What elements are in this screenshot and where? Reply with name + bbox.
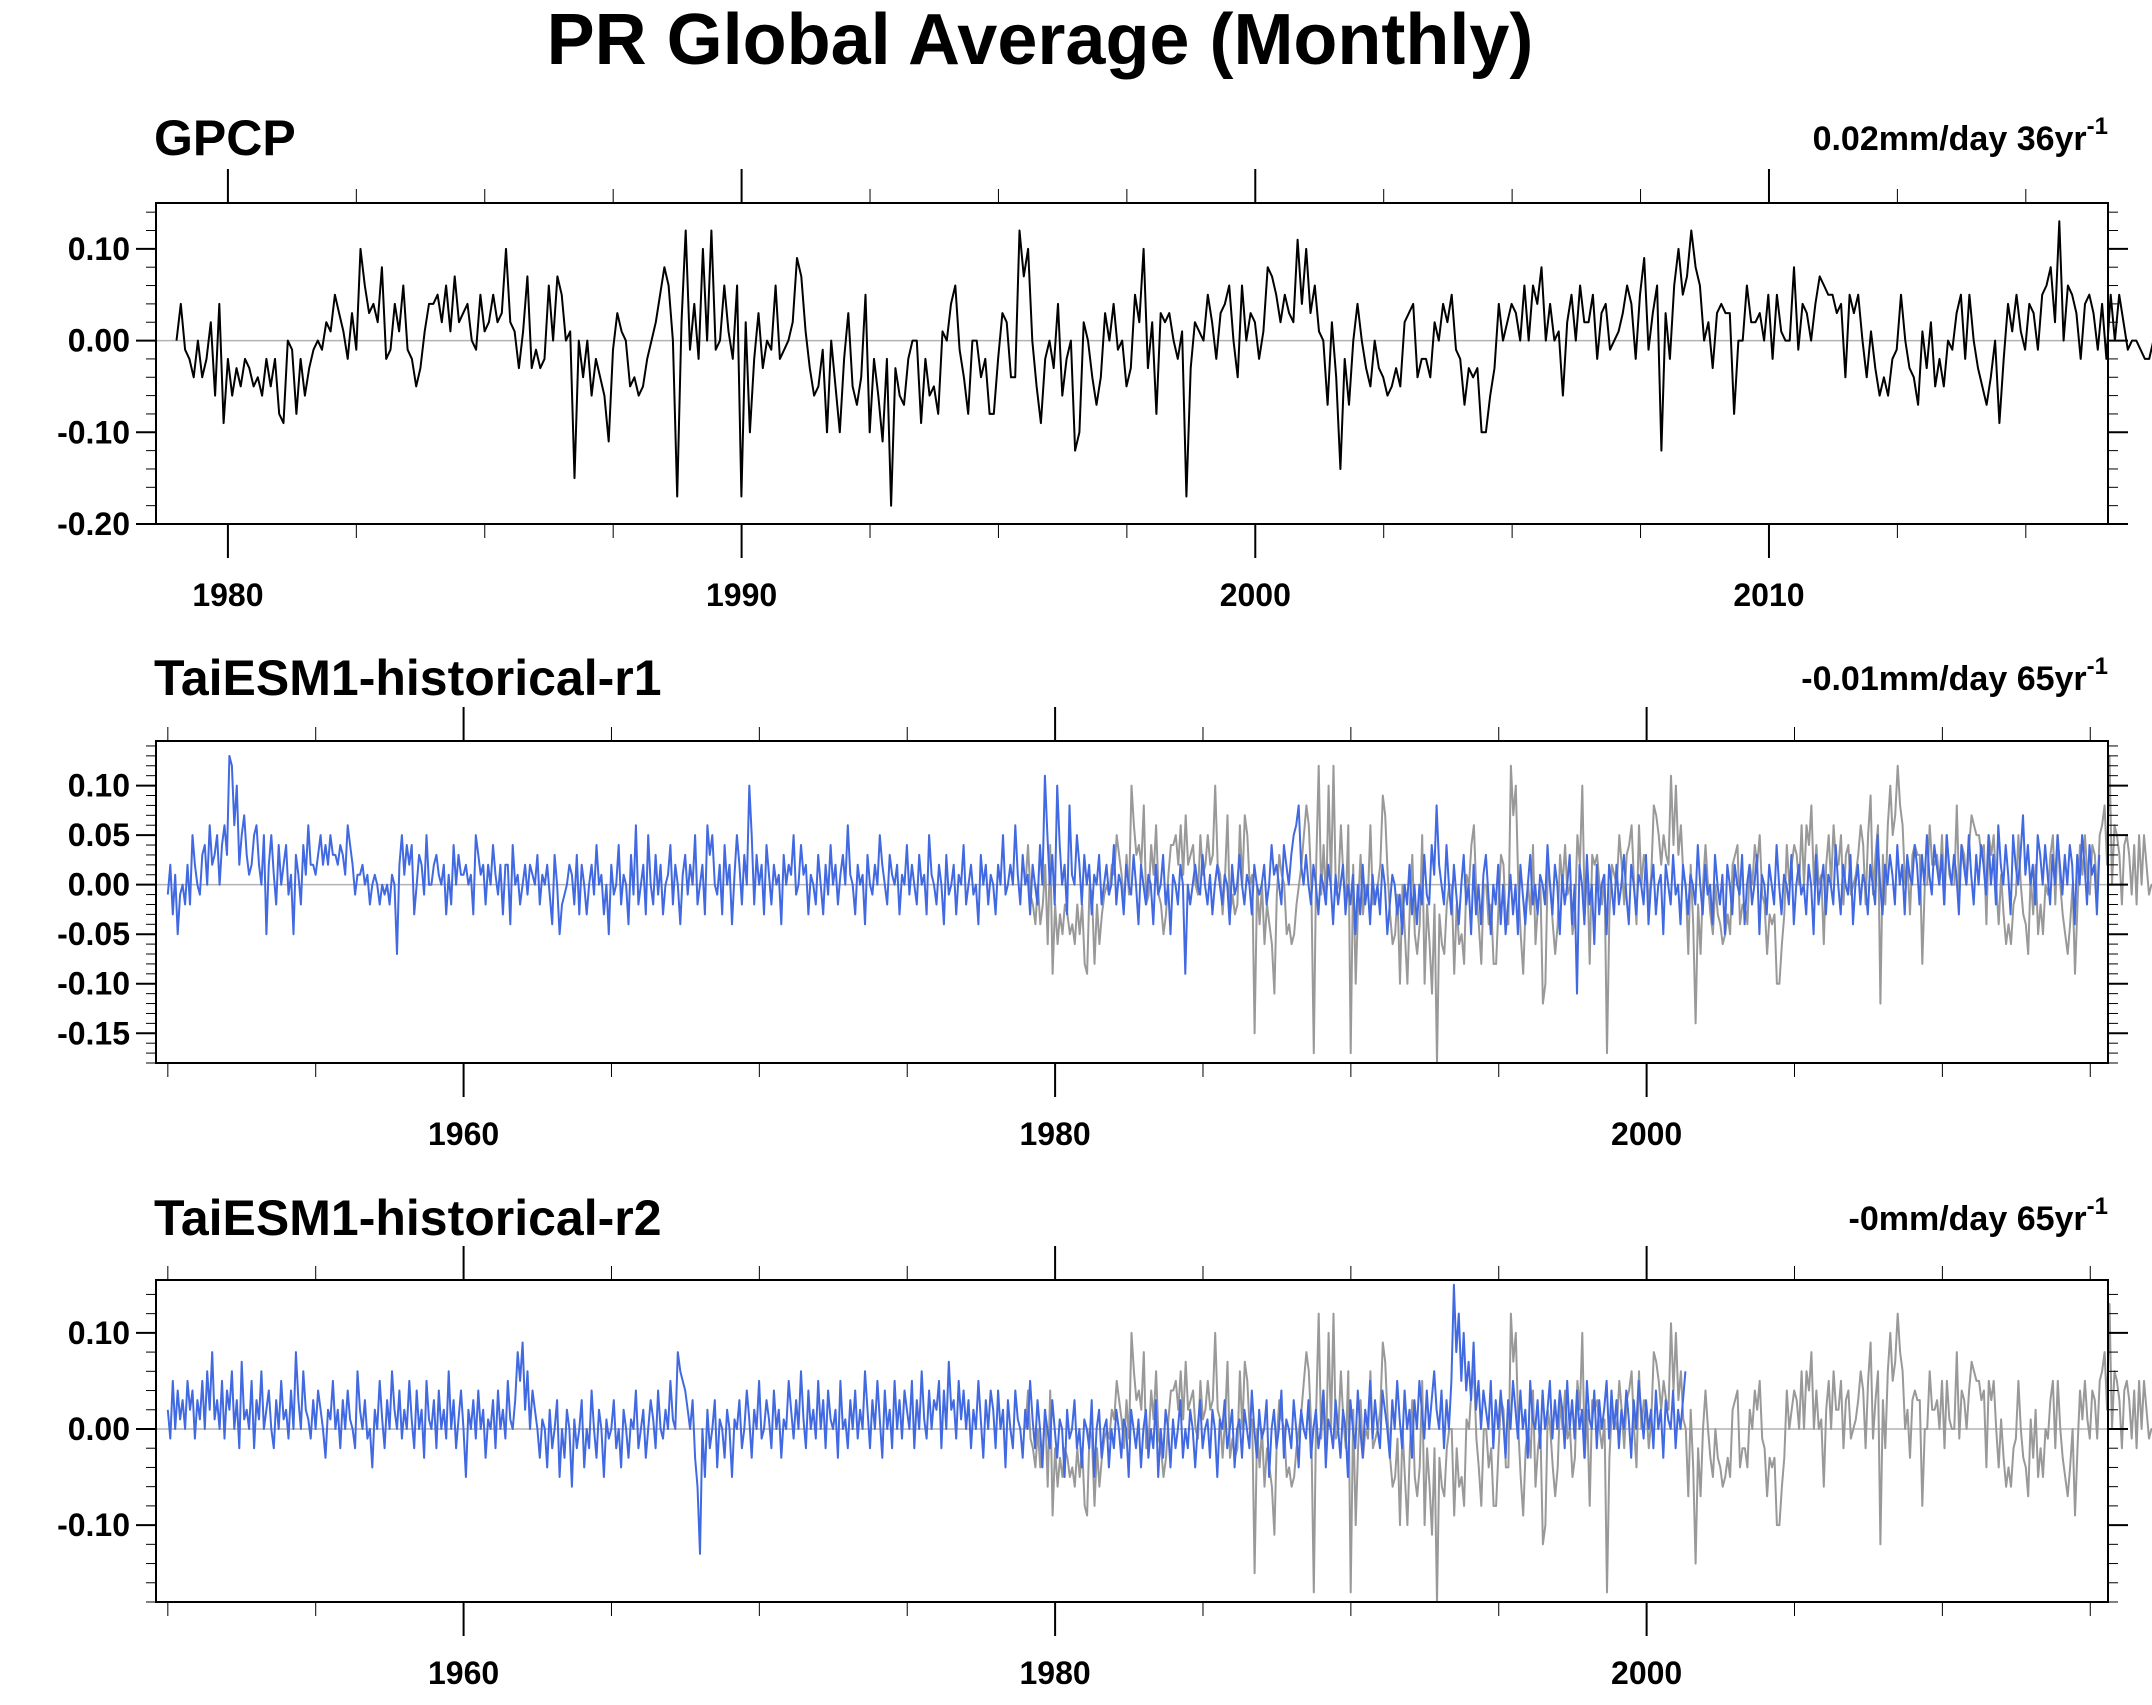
plot-area: 0.10 0.00 -0.10 -0.20 1980 1990 2000 2010	[57, 169, 2152, 613]
plot-frame	[155, 740, 2109, 1064]
y-tick-label: -0.15	[57, 1015, 130, 1051]
trend-value: -0.01mm/day 65yr	[1801, 660, 2086, 698]
x-tick-label: 1980	[1020, 1116, 1091, 1152]
trend-label: -0.01mm/day 65yr-1	[1801, 653, 2108, 698]
main-title: PR Global Average (Monthly)	[547, 0, 1534, 80]
y-tick-label: -0.05	[57, 916, 130, 952]
series-line-model	[166, 1283, 1687, 1555]
trend-exponent: -1	[2087, 653, 2108, 680]
x-tick-label: 1980	[192, 577, 263, 613]
x-tick-label: 2000	[1611, 1116, 1682, 1152]
trend-label: 0.02mm/day 36yr-1	[1813, 113, 2108, 158]
panel-title: TaiESM1-historical-r2	[154, 1190, 662, 1246]
trend-value: 0.02mm/day 36yr	[1813, 120, 2087, 158]
x-tick-label: 1990	[706, 577, 777, 613]
panel-title: GPCP	[154, 110, 296, 166]
x-tick-label: 2000	[1220, 577, 1291, 613]
y-tick-label: 0.00	[68, 1411, 130, 1447]
y-tick-label: 0.05	[68, 817, 130, 853]
series-line-model	[166, 754, 2101, 995]
series-line-obs	[175, 220, 2152, 507]
y-tick-label: 0.00	[68, 323, 130, 359]
y-tick-label: -0.10	[57, 414, 130, 450]
x-tick-label: 1960	[428, 1655, 499, 1691]
trend-value: -0mm/day 65yr	[1849, 1200, 2087, 1238]
y-tick-label: -0.20	[57, 506, 130, 542]
y-tick-label: 0.10	[68, 231, 130, 267]
trend-label: -0mm/day 65yr-1	[1849, 1193, 2108, 1238]
plot-area: 0.10 0.00 -0.10 1960 1980 2000	[57, 1246, 2152, 1691]
plot-frame	[155, 1279, 2109, 1603]
x-tick-label: 1980	[1020, 1655, 1091, 1691]
y-tick-label: -0.10	[57, 966, 130, 1002]
panel-taiesm1-r1: TaiESM1-historical-r1 -0.01mm/day 65yr-1…	[57, 650, 2152, 1152]
y-tick-label: 0.10	[68, 768, 130, 804]
x-tick-label: 2010	[1733, 577, 1804, 613]
series-line-obs-overlay	[1024, 754, 2152, 1064]
panel-taiesm1-r2: TaiESM1-historical-r2 -0mm/day 65yr-1 0.…	[57, 1190, 2152, 1691]
plot-area: 0.10 0.05 0.00 -0.05 -0.10 -0.15 1960 1980 2000	[57, 707, 2152, 1152]
x-tick-label: 1960	[428, 1116, 499, 1152]
plot-frame	[155, 202, 2109, 525]
y-tick-label: 0.10	[68, 1315, 130, 1351]
panel-gpcp: GPCP 0.02mm/day 36yr-1 0.10 0.00 -0.10 -0.2…	[57, 110, 2152, 613]
panel-title: TaiESM1-historical-r1	[154, 650, 662, 706]
trend-exponent: -1	[2087, 113, 2108, 140]
y-tick-label: -0.10	[57, 1507, 130, 1543]
trend-exponent: -1	[2087, 1193, 2108, 1220]
x-tick-label: 2000	[1611, 1655, 1682, 1691]
y-tick-label: 0.00	[68, 867, 130, 903]
